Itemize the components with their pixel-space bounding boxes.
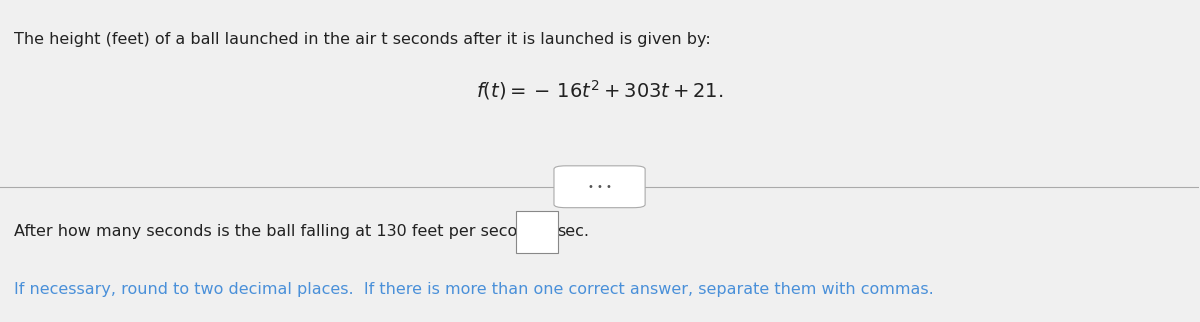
- Text: After how many seconds is the ball falling at 130 feet per second?: After how many seconds is the ball falli…: [14, 224, 546, 239]
- FancyBboxPatch shape: [554, 166, 646, 208]
- Text: The height (feet) of a ball launched in the air t seconds after it is launched i: The height (feet) of a ball launched in …: [14, 32, 712, 47]
- Text: • • •: • • •: [588, 182, 612, 192]
- Text: sec.: sec.: [558, 224, 589, 239]
- Text: If necessary, round to two decimal places.  If there is more than one correct an: If necessary, round to two decimal place…: [14, 282, 934, 297]
- Text: $f(t) = -\,16t^{2} + 303t + 21.$: $f(t) = -\,16t^{2} + 303t + 21.$: [476, 78, 724, 102]
- FancyBboxPatch shape: [516, 211, 558, 253]
